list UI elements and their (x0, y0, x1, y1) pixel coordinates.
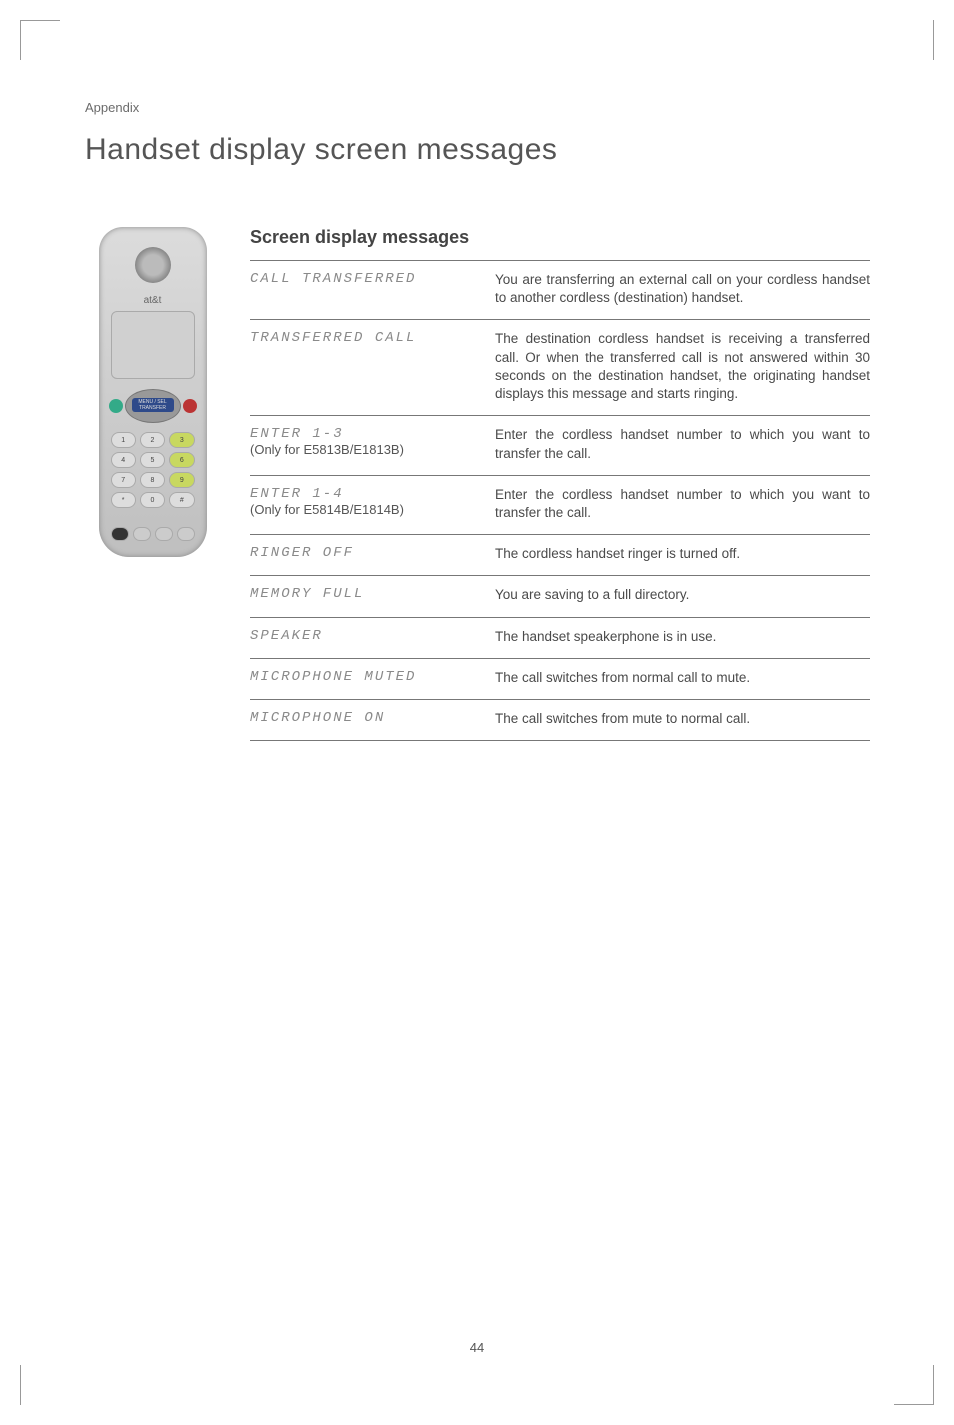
phone-nav-label: MENU / SEL TRANSFER (132, 398, 174, 412)
phone-keypad: 1 2 3 4 5 6 7 8 9 * 0 # (111, 432, 195, 508)
label-subtext: (Only for E5813B/E1813B) (250, 442, 483, 457)
message-label-cell: MICROPHONE MUTED (250, 658, 495, 699)
message-description: The call switches from mute to normal ca… (495, 700, 870, 741)
content-row: at&t MENU / SEL TRANSFER 1 2 3 4 5 6 7 8… (85, 227, 870, 741)
table-row: CALL TRANSFERRED You are transferring an … (250, 261, 870, 320)
speaker-button (111, 527, 129, 541)
redial-button (155, 527, 173, 541)
table-row: ENTER 1-4(Only for E5814B/E1814B)Enter t… (250, 475, 870, 534)
crop-mark (20, 1365, 60, 1405)
table-row: MICROPHONE ON The call switches from mute… (250, 700, 870, 741)
table-row: RINGER OFF The cordless handset ringer is… (250, 535, 870, 576)
mute-button (177, 527, 195, 541)
page-content: Appendix Handset display screen messages… (85, 100, 870, 741)
label-subtext: (Only for E5814B/E1814B) (250, 502, 483, 517)
lcd-text: ENTER 1-4 (250, 486, 483, 502)
message-description: The destination cordless handset is rece… (495, 320, 870, 416)
phone-brand: at&t (99, 295, 207, 306)
key-3: 3 (169, 432, 194, 448)
lcd-text: ENTER 1-3 (250, 426, 483, 442)
message-label-cell: CALL TRANSFERRED (250, 261, 495, 320)
message-label-cell: ENTER 1-3(Only for E5813B/E1813B) (250, 416, 495, 475)
lcd-text: RINGER OFF (250, 545, 483, 561)
page-number: 44 (0, 1340, 954, 1355)
lcd-text: MICROPHONE ON (250, 710, 483, 726)
message-label-cell: SPEAKER (250, 617, 495, 658)
key-1: 1 (111, 432, 136, 448)
chan-button (133, 527, 151, 541)
message-description: The call switches from normal call to mu… (495, 658, 870, 699)
crop-mark (894, 20, 934, 60)
message-description: Enter the cordless handset number to whi… (495, 475, 870, 534)
message-label-cell: ENTER 1-4(Only for E5814B/E1814B) (250, 475, 495, 534)
phone-body: at&t MENU / SEL TRANSFER 1 2 3 4 5 6 7 8… (99, 227, 207, 557)
key-4: 4 (111, 452, 136, 468)
key-2: 2 (140, 432, 165, 448)
key-0: 0 (140, 492, 165, 508)
phone-end-button (183, 399, 197, 413)
messages-table: CALL TRANSFERRED You are transferring an … (250, 260, 870, 741)
phone-talk-button (109, 399, 123, 413)
key-5: 5 (140, 452, 165, 468)
page-title: Handset display screen messages (85, 133, 870, 167)
phone-earpiece (135, 247, 171, 283)
lcd-text: TRANSFERRED CALL (250, 330, 483, 346)
section-label: Appendix (85, 100, 870, 115)
lcd-text: SPEAKER (250, 628, 483, 644)
key-9: 9 (169, 472, 194, 488)
crop-mark (894, 1365, 934, 1405)
key-hash: # (169, 492, 194, 508)
key-7: 7 (111, 472, 136, 488)
table-row: SPEAKER The handset speakerphone is in us… (250, 617, 870, 658)
lcd-text: MEMORY FULL (250, 586, 483, 602)
phone-bottom-row (111, 527, 195, 541)
phone-screen (111, 311, 195, 379)
table-row: TRANSFERRED CALL The destination cordless… (250, 320, 870, 416)
messages-column: Screen display messages CALL TRANSFERRED… (250, 227, 870, 741)
lcd-text: MICROPHONE MUTED (250, 669, 483, 685)
table-row: MICROPHONE MUTED The call switches from n… (250, 658, 870, 699)
phone-navpad: MENU / SEL TRANSFER (125, 389, 181, 423)
key-8: 8 (140, 472, 165, 488)
handset-illustration: at&t MENU / SEL TRANSFER 1 2 3 4 5 6 7 8… (85, 227, 220, 741)
table-row: ENTER 1-3(Only for E5813B/E1813B)Enter t… (250, 416, 870, 475)
message-label-cell: MEMORY FULL (250, 576, 495, 617)
lcd-text: CALL TRANSFERRED (250, 271, 483, 287)
key-star: * (111, 492, 136, 508)
table-row: MEMORY FULL You are saving to a full dire… (250, 576, 870, 617)
message-label-cell: MICROPHONE ON (250, 700, 495, 741)
message-description: You are saving to a full directory. (495, 576, 870, 617)
subheading: Screen display messages (250, 227, 870, 248)
message-description: The handset speakerphone is in use. (495, 617, 870, 658)
crop-mark (20, 20, 60, 60)
message-label-cell: RINGER OFF (250, 535, 495, 576)
key-6: 6 (169, 452, 194, 468)
message-description: You are transferring an external call on… (495, 261, 870, 320)
message-description: The cordless handset ringer is turned of… (495, 535, 870, 576)
message-label-cell: TRANSFERRED CALL (250, 320, 495, 416)
message-description: Enter the cordless handset number to whi… (495, 416, 870, 475)
